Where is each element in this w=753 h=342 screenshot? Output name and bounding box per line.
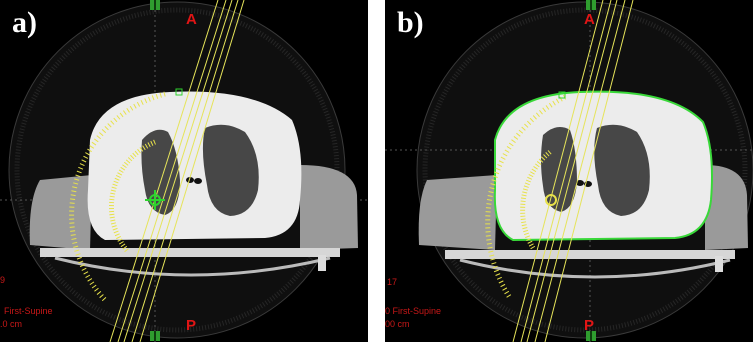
orientation-marker-bottom — [586, 331, 596, 341]
info-line-1: 9 — [0, 275, 6, 285]
ct-axial-slice-a — [0, 0, 368, 342]
scan-field-texture — [14, 7, 340, 333]
panel-label-a: a) — [12, 6, 37, 39]
info-line-2: 0 First-Supine — [385, 306, 442, 316]
scan-field-texture — [422, 7, 748, 333]
lung-left — [202, 124, 259, 216]
lung-left — [594, 124, 650, 216]
airway — [186, 177, 194, 183]
arc-inner — [520, 150, 552, 250]
right-arm — [300, 165, 358, 250]
orientation-anterior: A — [186, 11, 197, 28]
orientation-posterior: P — [186, 317, 197, 334]
ct-axial-slice-b — [385, 0, 753, 342]
isocenter-marker — [545, 194, 557, 206]
orientation-anterior: A — [584, 11, 595, 28]
arc-outer — [69, 91, 166, 302]
beam-lines — [109, 0, 245, 342]
couch-curve — [54, 256, 331, 277]
beam-lines — [512, 0, 634, 342]
right-arm — [705, 165, 748, 250]
ct-panel-b[interactable]: b) A P 17 0 First-Supine 00 cm — [385, 0, 753, 342]
info-line-3: 00 cm — [385, 319, 410, 329]
body-outline — [87, 91, 302, 240]
info-line-1: 17 — [387, 277, 398, 287]
panel-label-b: b) — [397, 6, 424, 39]
left-arm — [29, 175, 92, 250]
arc-inner — [108, 139, 156, 254]
info-line-2: First-Supine — [4, 306, 53, 316]
airway — [576, 180, 584, 186]
ct-panel-a[interactable]: a) A P 9 First-Supine .0 cm — [0, 0, 368, 342]
isocenter-marker — [145, 190, 165, 210]
orientation-posterior: P — [584, 317, 595, 334]
orientation-marker-top — [150, 0, 160, 10]
treatment-couch — [445, 250, 735, 259]
treatment-couch — [40, 248, 340, 257]
orientation-marker-bottom — [150, 331, 160, 341]
arc-outer — [485, 94, 567, 300]
info-line-3: .0 cm — [0, 319, 23, 329]
orientation-marker-top — [586, 0, 596, 10]
lung-right — [541, 126, 577, 212]
left-arm — [418, 175, 497, 250]
